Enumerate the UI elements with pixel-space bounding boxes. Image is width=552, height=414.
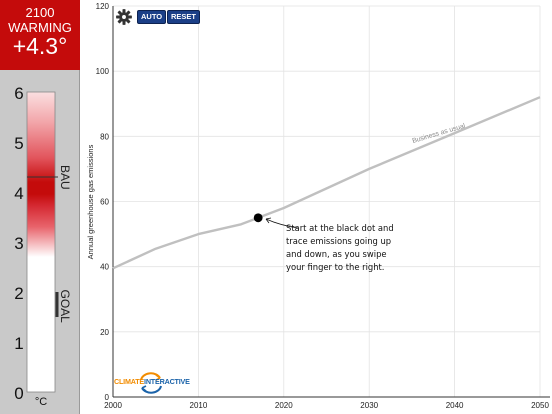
y-tick-label: 80 bbox=[100, 132, 109, 141]
instruction-annotation: Start at the black dot and trace emissio… bbox=[286, 223, 394, 272]
y-tick-label: 0 bbox=[105, 393, 110, 402]
warming-panel: 2100 WARMING +4.3° 6 5 4 3 2 1 0 BAU GOAL °C bbox=[0, 0, 80, 414]
x-tick-label: 2030 bbox=[360, 401, 378, 410]
series-label: Business as usual bbox=[412, 123, 467, 145]
thermometer-tick-label: 2 bbox=[14, 284, 23, 303]
y-tick-label: 40 bbox=[100, 263, 109, 272]
thermometer-tick-label: 4 bbox=[14, 184, 23, 203]
x-tick-label: 2010 bbox=[190, 401, 208, 410]
hint-arrow bbox=[265, 218, 299, 229]
circular-arrows-icon bbox=[140, 372, 162, 394]
thermometer-tick-label: 5 bbox=[14, 134, 23, 153]
gear-icon[interactable] bbox=[115, 8, 133, 26]
x-tick-label: 2000 bbox=[104, 401, 122, 410]
warming-year: 2100 bbox=[25, 5, 55, 20]
logo-wordmark: CLIMATEINTERACTIVE bbox=[114, 377, 190, 386]
unit-label: °C bbox=[35, 396, 47, 408]
y-tick-label: 20 bbox=[100, 328, 109, 337]
bau-label: BAU bbox=[58, 165, 72, 190]
y-tick-label: 120 bbox=[96, 2, 110, 11]
auto-button[interactable]: AUTO bbox=[137, 10, 167, 24]
logo-word-interactive: INTERACTIVE bbox=[144, 377, 190, 386]
x-tick-label: 2040 bbox=[446, 401, 464, 410]
hint-arrowhead bbox=[265, 217, 272, 224]
chart-grid bbox=[112, 5, 541, 398]
start-dot[interactable] bbox=[253, 213, 263, 223]
y-tick-label: 100 bbox=[96, 67, 110, 76]
y-axis-title: Annual greenhouse gas emissions bbox=[86, 144, 95, 259]
logo-word-climate: CLIMATE bbox=[114, 377, 145, 386]
y-tick-label: 60 bbox=[100, 198, 109, 207]
reset-button[interactable]: RESET bbox=[167, 10, 201, 24]
thermometer-tick-label: 1 bbox=[14, 334, 23, 353]
thermometer: 6 5 4 3 2 1 0 BAU GOAL °C bbox=[14, 84, 72, 408]
thermometer-ticks: 6 5 4 3 2 1 0 bbox=[14, 84, 23, 403]
thermometer-tick-label: 3 bbox=[14, 234, 23, 253]
thermometer-tick-label: 6 bbox=[14, 84, 23, 103]
warming-readout: 2100 WARMING +4.3° bbox=[0, 0, 80, 70]
goal-label: GOAL bbox=[58, 290, 72, 324]
warming-value: +4.3° bbox=[12, 33, 68, 59]
thermometer-bar[interactable] bbox=[26, 91, 56, 393]
climate-interactive-logo[interactable]: CLIMATEINTERACTIVE bbox=[114, 369, 190, 397]
warming-label: WARMING bbox=[8, 20, 72, 35]
x-tick-label: 2020 bbox=[275, 401, 293, 410]
x-tick-label: 2050 bbox=[531, 401, 549, 410]
thermometer-tick-label: 0 bbox=[14, 384, 23, 403]
